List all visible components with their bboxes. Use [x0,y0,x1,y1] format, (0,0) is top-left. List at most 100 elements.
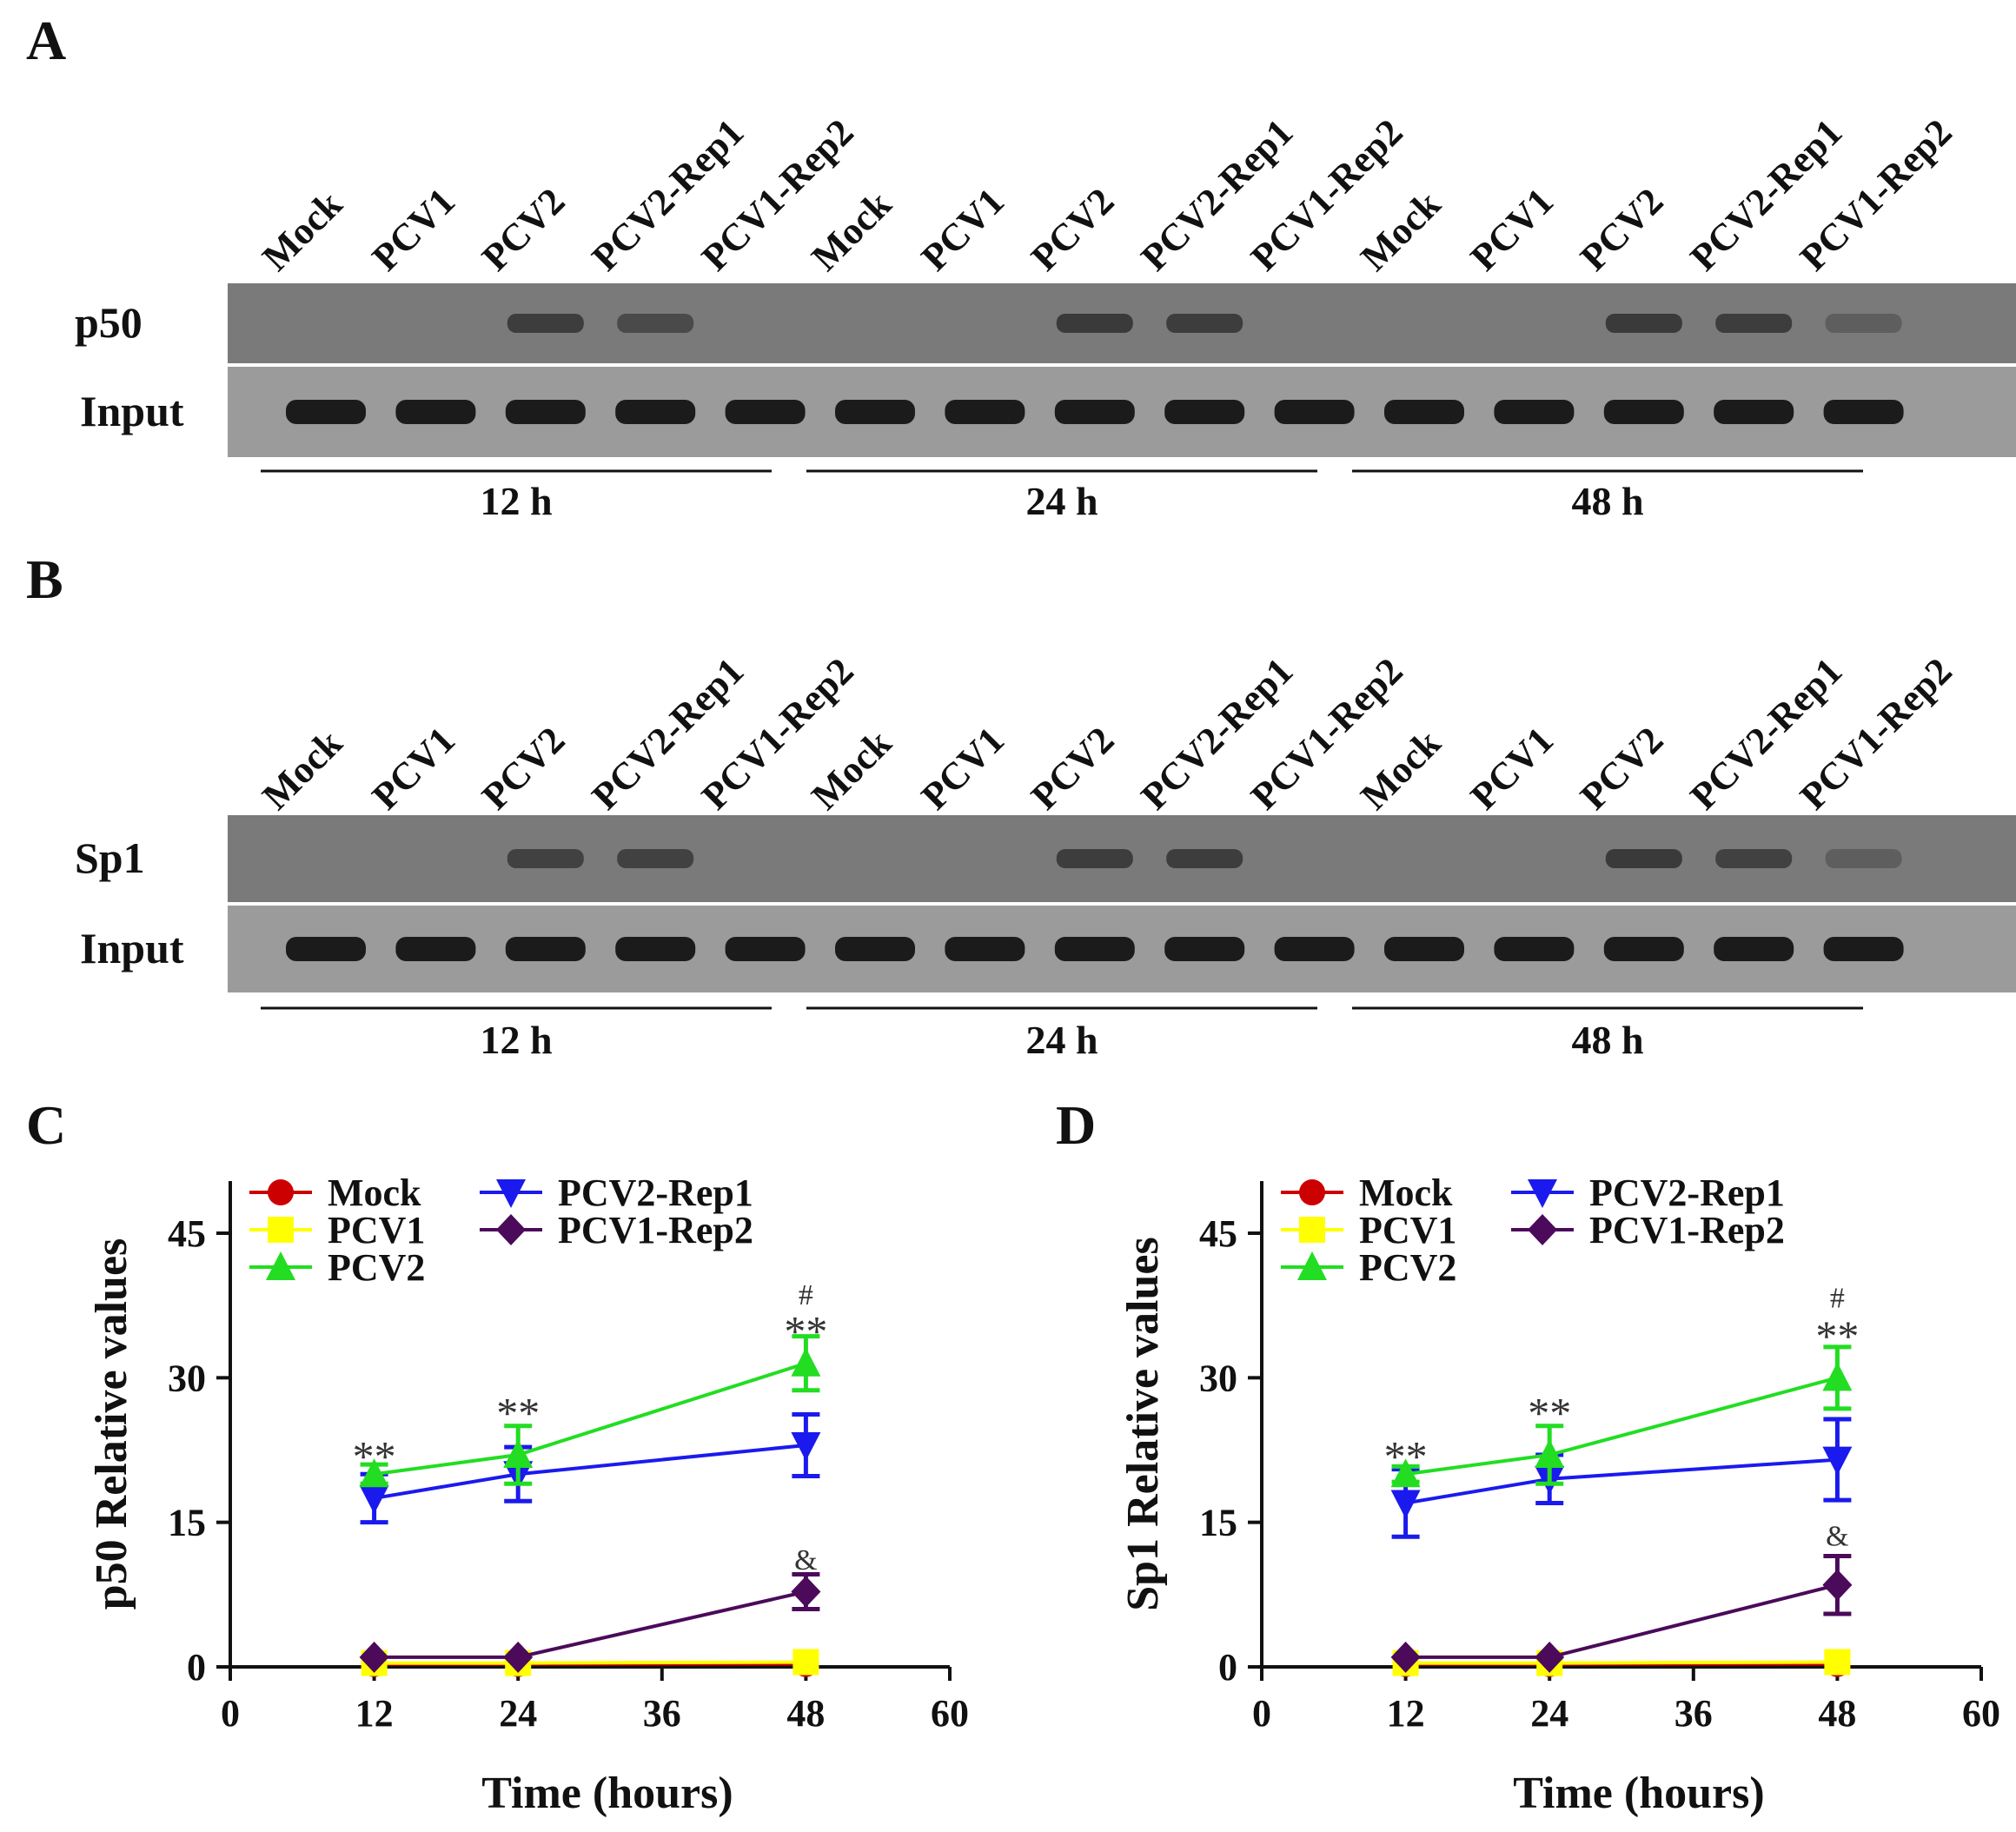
lane-label: Mock [254,721,350,818]
y-tick-label: 0 [1218,1646,1237,1689]
lane-label: PCV2 [474,180,573,279]
gel-row-label-target: Sp1 [75,833,145,882]
panel-letter-c: C [26,1094,66,1156]
input-band [1714,400,1794,424]
lane-label: Mock [1352,721,1449,818]
lane-label: PCV1 [364,719,463,818]
target-band [1715,849,1793,868]
input-band [835,400,915,424]
input-band [1603,400,1684,424]
x-tick-label: 60 [931,1692,969,1735]
series-line-pcv2-rep1 [374,1443,806,1500]
legend-label: PCV1 [1359,1209,1456,1251]
data-point [1528,1179,1557,1208]
input-band [286,400,366,424]
lane-label: PCV2 [1023,180,1122,279]
input-band [945,937,1025,961]
x-tick-label: 48 [786,1692,825,1735]
significance-annotation: ** [1384,1432,1428,1481]
data-point [496,1179,526,1208]
input-band [1823,400,1904,424]
chart-c: C 0 12 24 36 48 60 0 15 30 45 Time (hours) p50 Relat… [26,1094,969,1818]
y-tick-label: 15 [1199,1502,1237,1544]
series-line-pcv1-rep2 [1405,1583,1838,1659]
data-point [359,1484,389,1514]
significance-annotation: # [799,1279,813,1311]
data-point [1535,1641,1565,1673]
input-band [725,937,806,961]
input-band [1164,400,1245,424]
data-point [1822,1446,1853,1476]
target-band [617,849,694,868]
y-tick-label: 30 [1199,1357,1237,1399]
lane-label: PCV2 [1023,719,1122,818]
panel-letter-d: D [1056,1094,1096,1156]
panel-letter-a: A [26,10,66,71]
input-band [395,937,476,961]
gel-row-label-target: p50 [75,298,143,347]
significance-annotation: # [1830,1282,1845,1314]
x-tick-label: 0 [1252,1692,1271,1735]
y-tick-label: 45 [1199,1212,1237,1255]
time-group-label: 24 h [1025,1018,1098,1062]
data-point [503,1641,534,1673]
x-tick-label: 0 [221,1692,240,1735]
lane-label: Mock [803,183,899,279]
x-tick-label: 36 [643,1692,681,1735]
input-band [945,400,1025,424]
data-point [1299,1217,1325,1243]
data-point [1390,1641,1421,1673]
input-band [1054,937,1135,961]
data-point [359,1458,389,1488]
time-group-label: 12 h [480,1018,552,1062]
y-axis-label: Sp1 Relative values [1118,1237,1168,1610]
significance-annotation: & [1826,1520,1848,1552]
data-point [268,1179,294,1205]
input-band [505,937,586,961]
legend-label: Mock [328,1172,421,1214]
legend-label: Mock [1359,1172,1453,1214]
data-point [791,1347,821,1377]
data-point [1297,1251,1327,1280]
input-band [395,400,476,424]
input-band [1714,937,1794,961]
input-band [615,400,696,424]
data-point [791,1431,821,1461]
x-tick-label: 12 [1387,1692,1425,1735]
lane-label: Mock [1352,183,1449,279]
data-point [1822,1569,1853,1601]
input-band [835,937,915,961]
data-point [1824,1649,1851,1676]
input-band [505,400,586,424]
lane-label: PCV2 [1572,180,1671,279]
input-band [286,937,366,961]
data-point [266,1251,295,1280]
target-band [1056,849,1133,868]
input-band [1494,937,1575,961]
y-tick-label: 30 [168,1357,206,1399]
target-band [1056,314,1133,333]
legend-label: PCV2 [1359,1246,1456,1289]
lane-label: PCV2 [474,719,573,818]
legend-label: PCV1-Rep2 [558,1209,753,1251]
significance-annotation: & [794,1544,817,1576]
data-point [359,1641,389,1673]
data-point [1535,1439,1565,1469]
x-axis-label: Time (hours) [481,1769,733,1818]
x-tick-label: 24 [499,1692,537,1735]
target-band [507,849,584,868]
x-tick-label: 36 [1674,1692,1713,1735]
significance-annotation: ** [353,1432,396,1481]
legend-label: PCV2-Rep1 [558,1172,753,1214]
gel-row-label-input: Input [80,387,184,435]
legend-label: PCV1-Rep2 [1589,1209,1785,1251]
series-line-pcv1-rep2 [374,1590,806,1659]
data-point [268,1217,294,1243]
target-band [1825,849,1902,868]
target-band [617,314,694,333]
data-point [496,1214,526,1245]
lane-label: PCV1 [1462,180,1562,279]
x-tick-label: 12 [355,1692,394,1735]
